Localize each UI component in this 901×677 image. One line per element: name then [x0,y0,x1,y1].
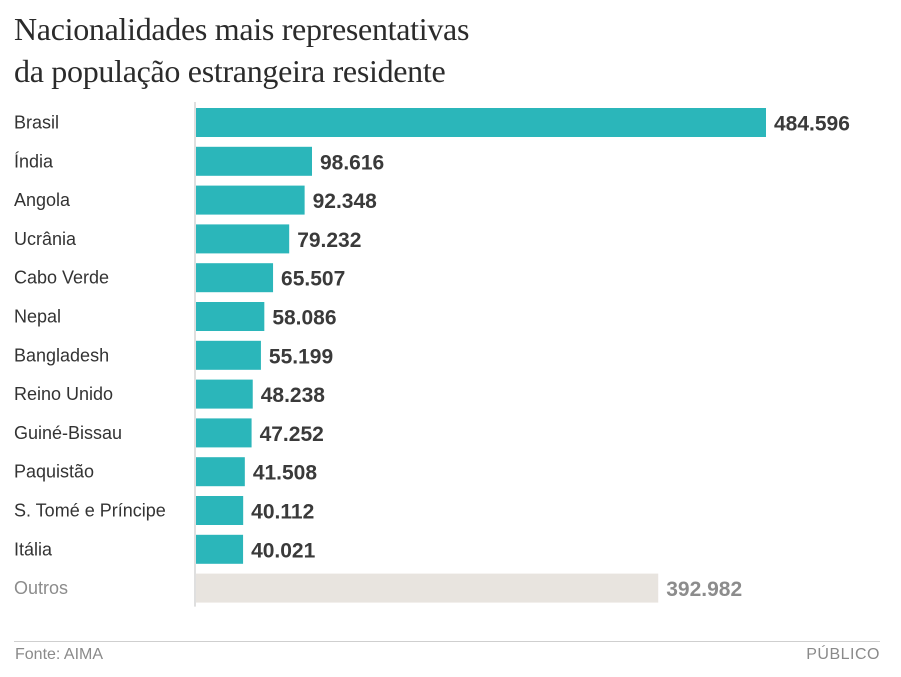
value-label: 40.021 [251,539,316,562]
category-label: S. Tomé e Príncipe [14,501,166,521]
bar-chart: Brasil 484.596 Índia 98.616 Angola 92.348 Ucrâ… [14,102,850,607]
bar [196,379,253,409]
value-label: 65.507 [281,268,345,291]
bar [196,457,245,487]
value-label: 55.199 [269,345,333,368]
category-label: Ucrânia [14,229,77,249]
category-label: Cabo Verde [14,268,109,288]
value-label: 41.508 [253,462,318,485]
bar [196,534,244,564]
bar [196,224,290,254]
category-label: Bangladesh [14,345,109,365]
category-label: Nepal [14,307,61,327]
bar [196,496,244,525]
chart-title-line-1: Nacionalidades mais representativas [14,11,470,47]
bar [196,340,261,370]
value-label: 47.252 [260,423,324,446]
bar [196,573,659,603]
value-label: 58.086 [272,307,336,330]
category-label: Angola [14,190,71,210]
bar [196,108,766,137]
bar [196,185,305,215]
category-label: Outros [14,578,68,598]
value-label: 48.238 [261,384,326,407]
source-note: Fonte: AIMA [15,646,104,663]
footer-divider [14,641,880,642]
category-label: Paquistão [14,462,94,482]
chart-title-line-2: da população estrangeira residente [14,53,446,89]
bar [196,302,265,331]
bar [196,146,312,176]
category-label: Itália [14,539,53,559]
bar [196,263,274,293]
publisher-brand: PÚBLICO [806,646,880,663]
chart-title: Nacionalidades mais representativas da p… [14,8,874,92]
value-label: 79.232 [297,229,361,252]
value-label: 392.982 [666,578,742,601]
value-label: 484.596 [774,113,850,136]
category-label: Índia [14,151,54,171]
category-label: Brasil [14,113,59,133]
value-label: 40.112 [251,501,314,524]
value-label: 92.348 [313,190,378,213]
bar [196,418,252,448]
category-label: Guiné-Bissau [14,423,122,443]
category-label: Reino Unido [14,384,113,404]
value-label: 98.616 [320,151,384,174]
